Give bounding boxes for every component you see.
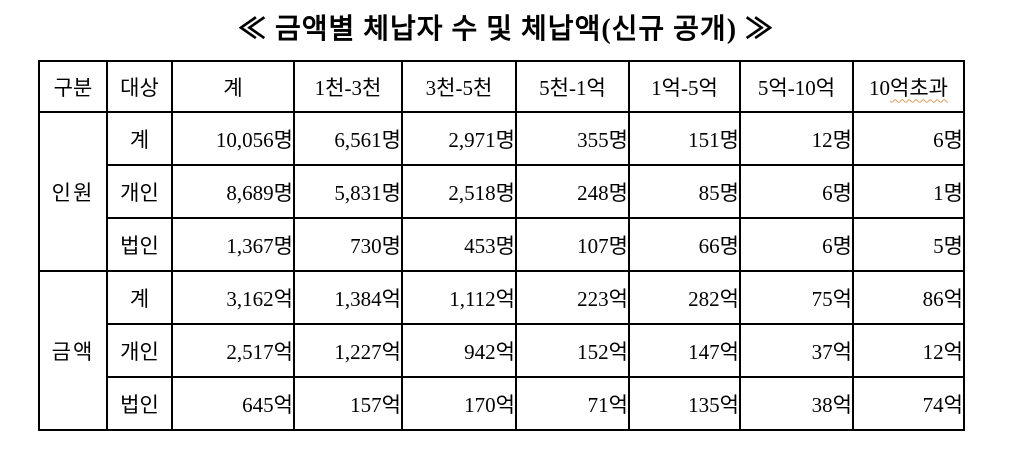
target-cell: 계 <box>106 270 173 325</box>
value-cell: 85명 <box>628 164 741 219</box>
table-row-persons-corporate: 법인 1,367명 730명 453명 107명 66명 6명 5명 <box>39 217 965 272</box>
value-cell: 66명 <box>628 217 741 272</box>
value-cell: 37억 <box>739 323 854 378</box>
value-cell: 730명 <box>293 217 403 272</box>
value-cell: 1,227억 <box>293 323 403 378</box>
value-cell: 38억 <box>739 376 854 431</box>
table-row-amount-corporate: 법인 645억 157억 170억 71억 135억 38억 74억 <box>39 376 965 431</box>
value-cell: 75억 <box>739 270 854 325</box>
table-row-amount-total: 금액 계 3,162억 1,384억 1,112억 223억 282억 75억 … <box>38 270 965 431</box>
value-cell: 8,689명 <box>171 164 295 219</box>
value-cell: 248명 <box>515 164 630 219</box>
table-row-persons-individual: 개인 8,689명 5,831명 2,518명 248명 85명 6명 1명 <box>39 164 965 219</box>
header-col-target: 대상 <box>106 60 173 113</box>
delinquent-amount-table: 구분 대상 계 1천-3천 3천-5천 5천-1억 1억-5억 5억-10억 1… <box>38 60 965 431</box>
value-cell: 1,384억 <box>293 270 403 325</box>
header-col-3k-5k: 3천-5천 <box>401 60 517 113</box>
value-cell: 5,831명 <box>293 164 403 219</box>
header-col-500m-1b: 5억-10억 <box>739 60 854 113</box>
table-row-persons-total: 인원 계 10,056명 6,561명 2,971명 355명 151명 12명… <box>38 111 965 272</box>
value-cell: 107명 <box>515 217 630 272</box>
value-cell: 645억 <box>171 376 295 431</box>
value-cell: 1명 <box>852 164 965 219</box>
header-col-total: 계 <box>171 60 295 113</box>
value-cell: 6,561명 <box>293 111 403 166</box>
value-cell: 6명 <box>739 217 854 272</box>
value-cell: 355명 <box>515 111 630 166</box>
value-cell: 157억 <box>293 376 403 431</box>
value-cell: 74억 <box>852 376 965 431</box>
value-cell: 12명 <box>739 111 854 166</box>
page-title: ≪ 금액별 체납자 수 및 체납액(신규 공개) ≫ <box>237 14 775 45</box>
target-cell: 개인 <box>106 164 173 219</box>
value-cell: 152억 <box>515 323 630 378</box>
target-cell: 법인 <box>106 217 173 272</box>
value-cell: 170억 <box>401 376 517 431</box>
group-cell-persons: 인원 <box>38 111 108 272</box>
header-col-5k-100m: 5천-1억 <box>515 60 630 113</box>
value-cell: 2,518명 <box>401 164 517 219</box>
header-over-1b-prefix: 10 <box>869 75 891 100</box>
value-cell: 3,162억 <box>171 270 295 325</box>
value-cell: 942억 <box>401 323 517 378</box>
value-cell: 2,517억 <box>171 323 295 378</box>
value-cell: 1,112억 <box>401 270 517 325</box>
value-cell: 10,056명 <box>171 111 295 166</box>
header-col-100m-500m: 1억-5억 <box>628 60 741 113</box>
value-cell: 282억 <box>628 270 741 325</box>
value-cell: 2,971명 <box>401 111 517 166</box>
value-cell: 1,367명 <box>171 217 295 272</box>
value-cell: 5명 <box>852 217 965 272</box>
target-cell: 계 <box>106 111 173 166</box>
table-header-row: 구분 대상 계 1천-3천 3천-5천 5천-1억 1억-5억 5억-10억 1… <box>38 60 965 113</box>
header-over-1b-misspell-underline: 억초과 <box>890 75 948 100</box>
value-cell: 135억 <box>628 376 741 431</box>
value-cell: 6명 <box>739 164 854 219</box>
target-cell: 법인 <box>106 376 173 431</box>
value-cell: 12억 <box>852 323 965 378</box>
value-cell: 71억 <box>515 376 630 431</box>
table-row-amount-individual: 개인 2,517억 1,227억 942억 152억 147억 37억 12억 <box>39 323 965 378</box>
header-col-1k-3k: 1천-3천 <box>293 60 403 113</box>
target-cell: 개인 <box>106 323 173 378</box>
value-cell: 6명 <box>852 111 965 166</box>
value-cell: 147억 <box>628 323 741 378</box>
group-cell-amount: 금액 <box>38 270 108 431</box>
value-cell: 453명 <box>401 217 517 272</box>
value-cell: 86억 <box>852 270 965 325</box>
header-col-over-1b: 10억초과 <box>852 60 965 113</box>
header-col-gubun: 구분 <box>38 60 108 113</box>
value-cell: 223억 <box>515 270 630 325</box>
value-cell: 151명 <box>628 111 741 166</box>
